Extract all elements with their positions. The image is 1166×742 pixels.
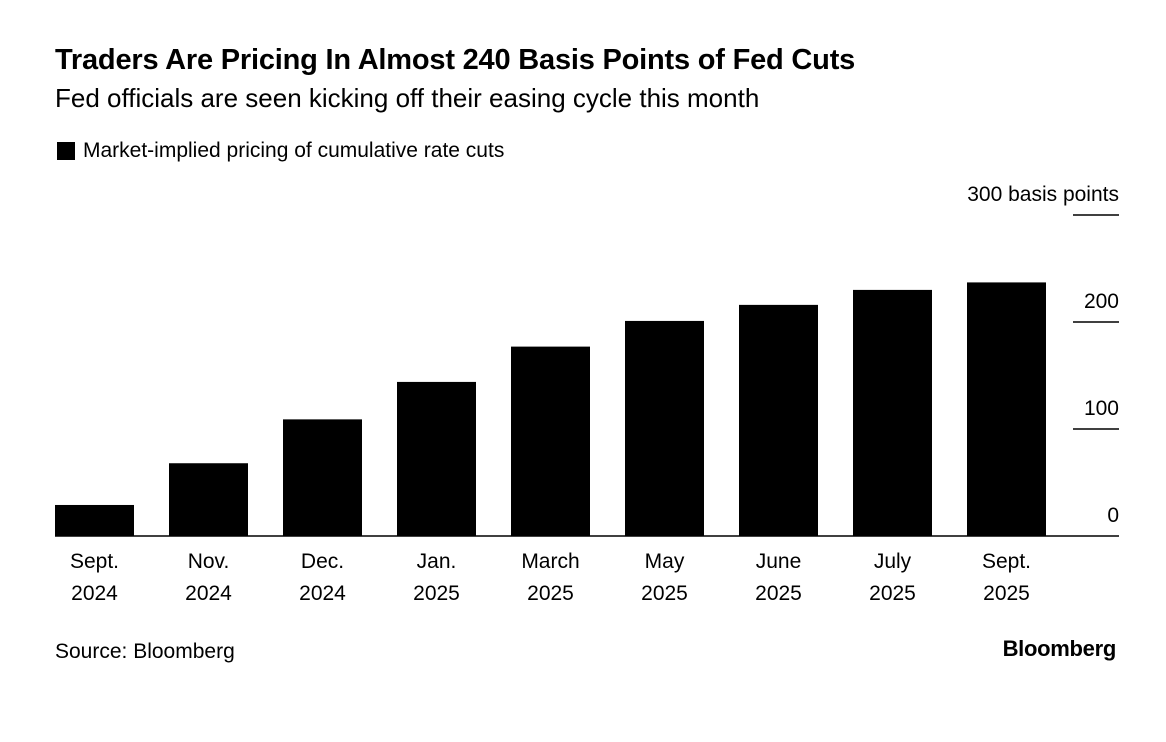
source-note: Source: Bloomberg <box>55 640 235 663</box>
bloomberg-logo: Bloomberg <box>1002 636 1117 661</box>
bar <box>853 289 932 536</box>
bar <box>739 304 818 536</box>
x-tick-label: May 2025 <box>641 550 688 605</box>
x-tick-label: Dec. 2024 <box>299 550 346 605</box>
legend: Market-implied pricing of cumulative rat… <box>57 139 504 163</box>
x-tick-label: Sept. 2025 <box>982 550 1031 605</box>
y-tick-label: 300 basis points <box>967 183 1119 206</box>
y-tick-label: 0 <box>1107 504 1119 527</box>
y-tick-label: 100 <box>1084 397 1119 420</box>
legend-swatch <box>57 142 75 160</box>
x-tick-label: Jan. 2025 <box>413 550 460 605</box>
bar <box>511 346 590 536</box>
bar <box>967 282 1046 536</box>
bar <box>55 504 134 536</box>
bar <box>283 419 362 536</box>
bar <box>625 320 704 536</box>
bar <box>169 463 248 536</box>
chart-subtitle: Fed officials are seen kicking off their… <box>55 83 760 113</box>
chart-title: Traders Are Pricing In Almost 240 Basis … <box>55 44 856 76</box>
x-tick-label: Sept. 2024 <box>70 550 119 605</box>
bar <box>397 381 476 536</box>
x-tick-label: July 2025 <box>869 550 916 605</box>
legend-label: Market-implied pricing of cumulative rat… <box>83 139 505 162</box>
x-tick-label: June 2025 <box>755 550 802 605</box>
x-tick-label: March 2025 <box>521 550 579 605</box>
y-tick-label: 200 <box>1084 290 1119 313</box>
x-tick-label: Nov. 2024 <box>185 550 232 605</box>
